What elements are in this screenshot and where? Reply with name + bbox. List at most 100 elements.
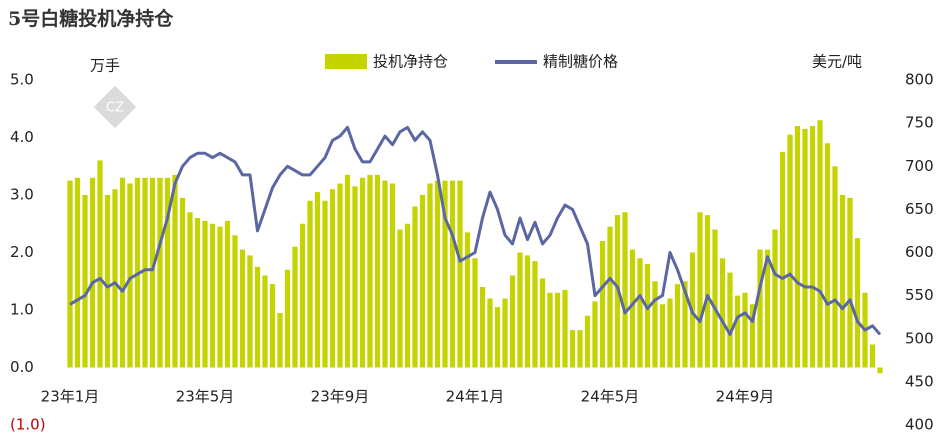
bar: [659, 304, 666, 368]
y2-tick-label: 700: [905, 157, 934, 175]
bar: [719, 258, 726, 368]
y2-tick-label: 800: [905, 71, 934, 89]
bar: [869, 344, 876, 368]
bar: [172, 174, 178, 368]
bar: [269, 284, 276, 368]
bar: [877, 367, 883, 374]
bar: [539, 278, 546, 368]
bar: [704, 215, 711, 368]
bar: [734, 295, 741, 368]
bar: [479, 287, 486, 368]
bar: [524, 255, 531, 368]
price-line: [69, 125, 882, 336]
legend-label: 投机净持仓: [373, 53, 448, 71]
bar: [599, 241, 606, 368]
y-tick-label: (1.0): [10, 416, 46, 434]
bar: [517, 252, 523, 368]
bar: [824, 143, 831, 368]
bar: [104, 195, 111, 368]
bar: [149, 177, 156, 368]
bar: [202, 220, 208, 368]
x-tick-label: 24年9月: [716, 388, 775, 406]
y2-tick-label: 400: [905, 416, 934, 434]
bar: [419, 195, 426, 368]
bar: [569, 330, 576, 368]
bar: [427, 183, 433, 368]
bar: [794, 126, 801, 368]
bar: [607, 226, 613, 368]
y-tick-label: 5.0: [10, 71, 34, 89]
bar: [472, 258, 478, 368]
bar: [179, 197, 186, 368]
bar: [562, 289, 568, 368]
bar: [652, 281, 658, 368]
y2-tick-label: 550: [905, 286, 934, 304]
bar: [712, 229, 718, 368]
bar: [742, 292, 748, 368]
bar: [367, 174, 373, 368]
x-tick-label: 24年5月: [581, 388, 640, 406]
y-tick-label: 2.0: [10, 243, 34, 261]
bar: [622, 212, 628, 368]
bar: [854, 238, 861, 368]
bar: [802, 128, 808, 368]
y-axis-label: 万手: [90, 57, 120, 75]
bar: [494, 307, 501, 368]
bar: [674, 284, 681, 368]
bar: [217, 226, 223, 368]
bar: [809, 126, 816, 368]
bar: [749, 304, 756, 368]
bar: [299, 223, 306, 368]
bar: [644, 264, 651, 368]
y-tick-label: 0.0: [10, 358, 34, 376]
bar: [314, 192, 321, 368]
bar: [487, 298, 493, 368]
bar: [157, 177, 163, 368]
bar: [682, 281, 688, 368]
bar: [224, 220, 231, 368]
bar: [89, 177, 96, 368]
bar: [164, 177, 171, 368]
bar: [412, 206, 418, 368]
bar: [464, 232, 471, 368]
bar: [74, 177, 81, 368]
bar: [847, 197, 853, 368]
bar: [232, 235, 238, 368]
bar: [389, 183, 396, 368]
bar: [254, 266, 261, 368]
bar: [292, 246, 298, 368]
bar: [839, 195, 846, 368]
y2-tick-label: 750: [905, 114, 934, 132]
bar: [434, 180, 441, 368]
bar: [457, 180, 463, 368]
y2-axis-label: 美元/吨: [812, 53, 862, 71]
bar: [727, 272, 733, 368]
y-tick-label: 4.0: [10, 128, 34, 146]
y2-tick-label: 500: [905, 329, 934, 347]
bar: [757, 249, 763, 368]
bar: [239, 249, 246, 368]
bar: [532, 261, 538, 368]
bar: [127, 183, 133, 368]
bar: [697, 212, 703, 368]
bar: [584, 315, 591, 368]
y2-tick-label: 600: [905, 243, 934, 261]
bar: [344, 174, 351, 368]
bar: [764, 249, 771, 368]
bar: [262, 275, 268, 368]
bar: [509, 275, 516, 368]
watermark: CZ: [93, 85, 137, 129]
svg-text:CZ: CZ: [106, 101, 124, 116]
bar: [97, 160, 103, 368]
bar: [779, 151, 786, 368]
bar: [382, 180, 388, 368]
bar: [142, 177, 148, 368]
bar: [284, 269, 291, 368]
y2-tick-label: 450: [905, 372, 934, 390]
y2-tick-label: 650: [905, 200, 934, 218]
bar: [772, 229, 778, 368]
x-tick-label: 23年1月: [41, 388, 100, 406]
bar: [352, 186, 358, 368]
bar: [592, 301, 598, 368]
